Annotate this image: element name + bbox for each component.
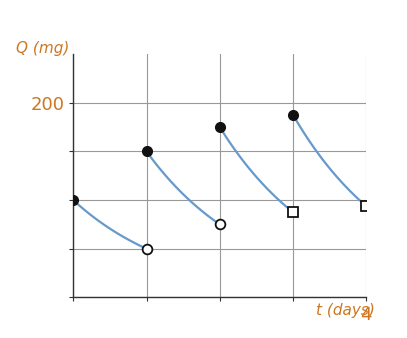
Text: t (days): t (days): [315, 303, 374, 318]
Text: Q (mg): Q (mg): [16, 41, 70, 55]
